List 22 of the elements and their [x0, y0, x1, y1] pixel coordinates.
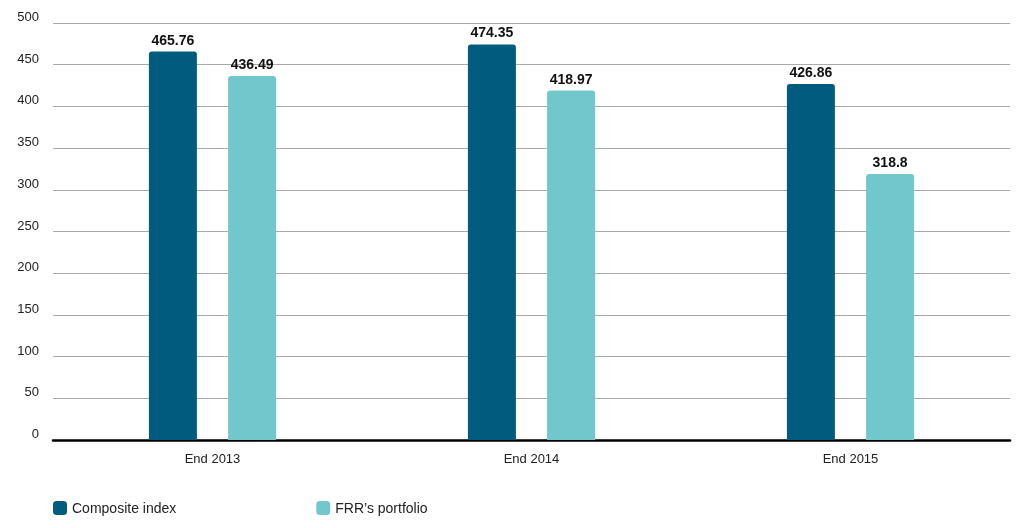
y-tick-label: 450 — [17, 50, 39, 66]
data-label: 426.86 — [789, 64, 833, 80]
y-tick-label: 200 — [17, 259, 39, 275]
y-tick-label: 400 — [17, 92, 39, 108]
data-label: 418.97 — [549, 70, 593, 87]
y-tick-label: 500 — [17, 9, 39, 24]
y-tick-label: 350 — [17, 134, 39, 150]
legend-label: Composite index — [72, 500, 177, 516]
x-tick-label: End 2013 — [184, 451, 241, 466]
y-tick-label: 250 — [17, 217, 39, 233]
y-tick-label: 50 — [24, 384, 39, 400]
data-label: 436.49 — [230, 55, 274, 72]
data-label: 474.35 — [470, 24, 514, 41]
y-tick-label: 100 — [17, 342, 39, 358]
y-tick-label: 150 — [17, 300, 39, 316]
legend-label: FRR’s portfolio — [335, 500, 428, 516]
y-tick-label: 300 — [17, 175, 39, 191]
x-tick-label: End 2015 — [822, 451, 879, 466]
data-label: 318.8 — [872, 154, 908, 171]
x-tick-label: End 2014 — [503, 451, 560, 466]
data-label: 465.76 — [151, 31, 195, 48]
y-tick-label: 0 — [31, 426, 39, 441]
